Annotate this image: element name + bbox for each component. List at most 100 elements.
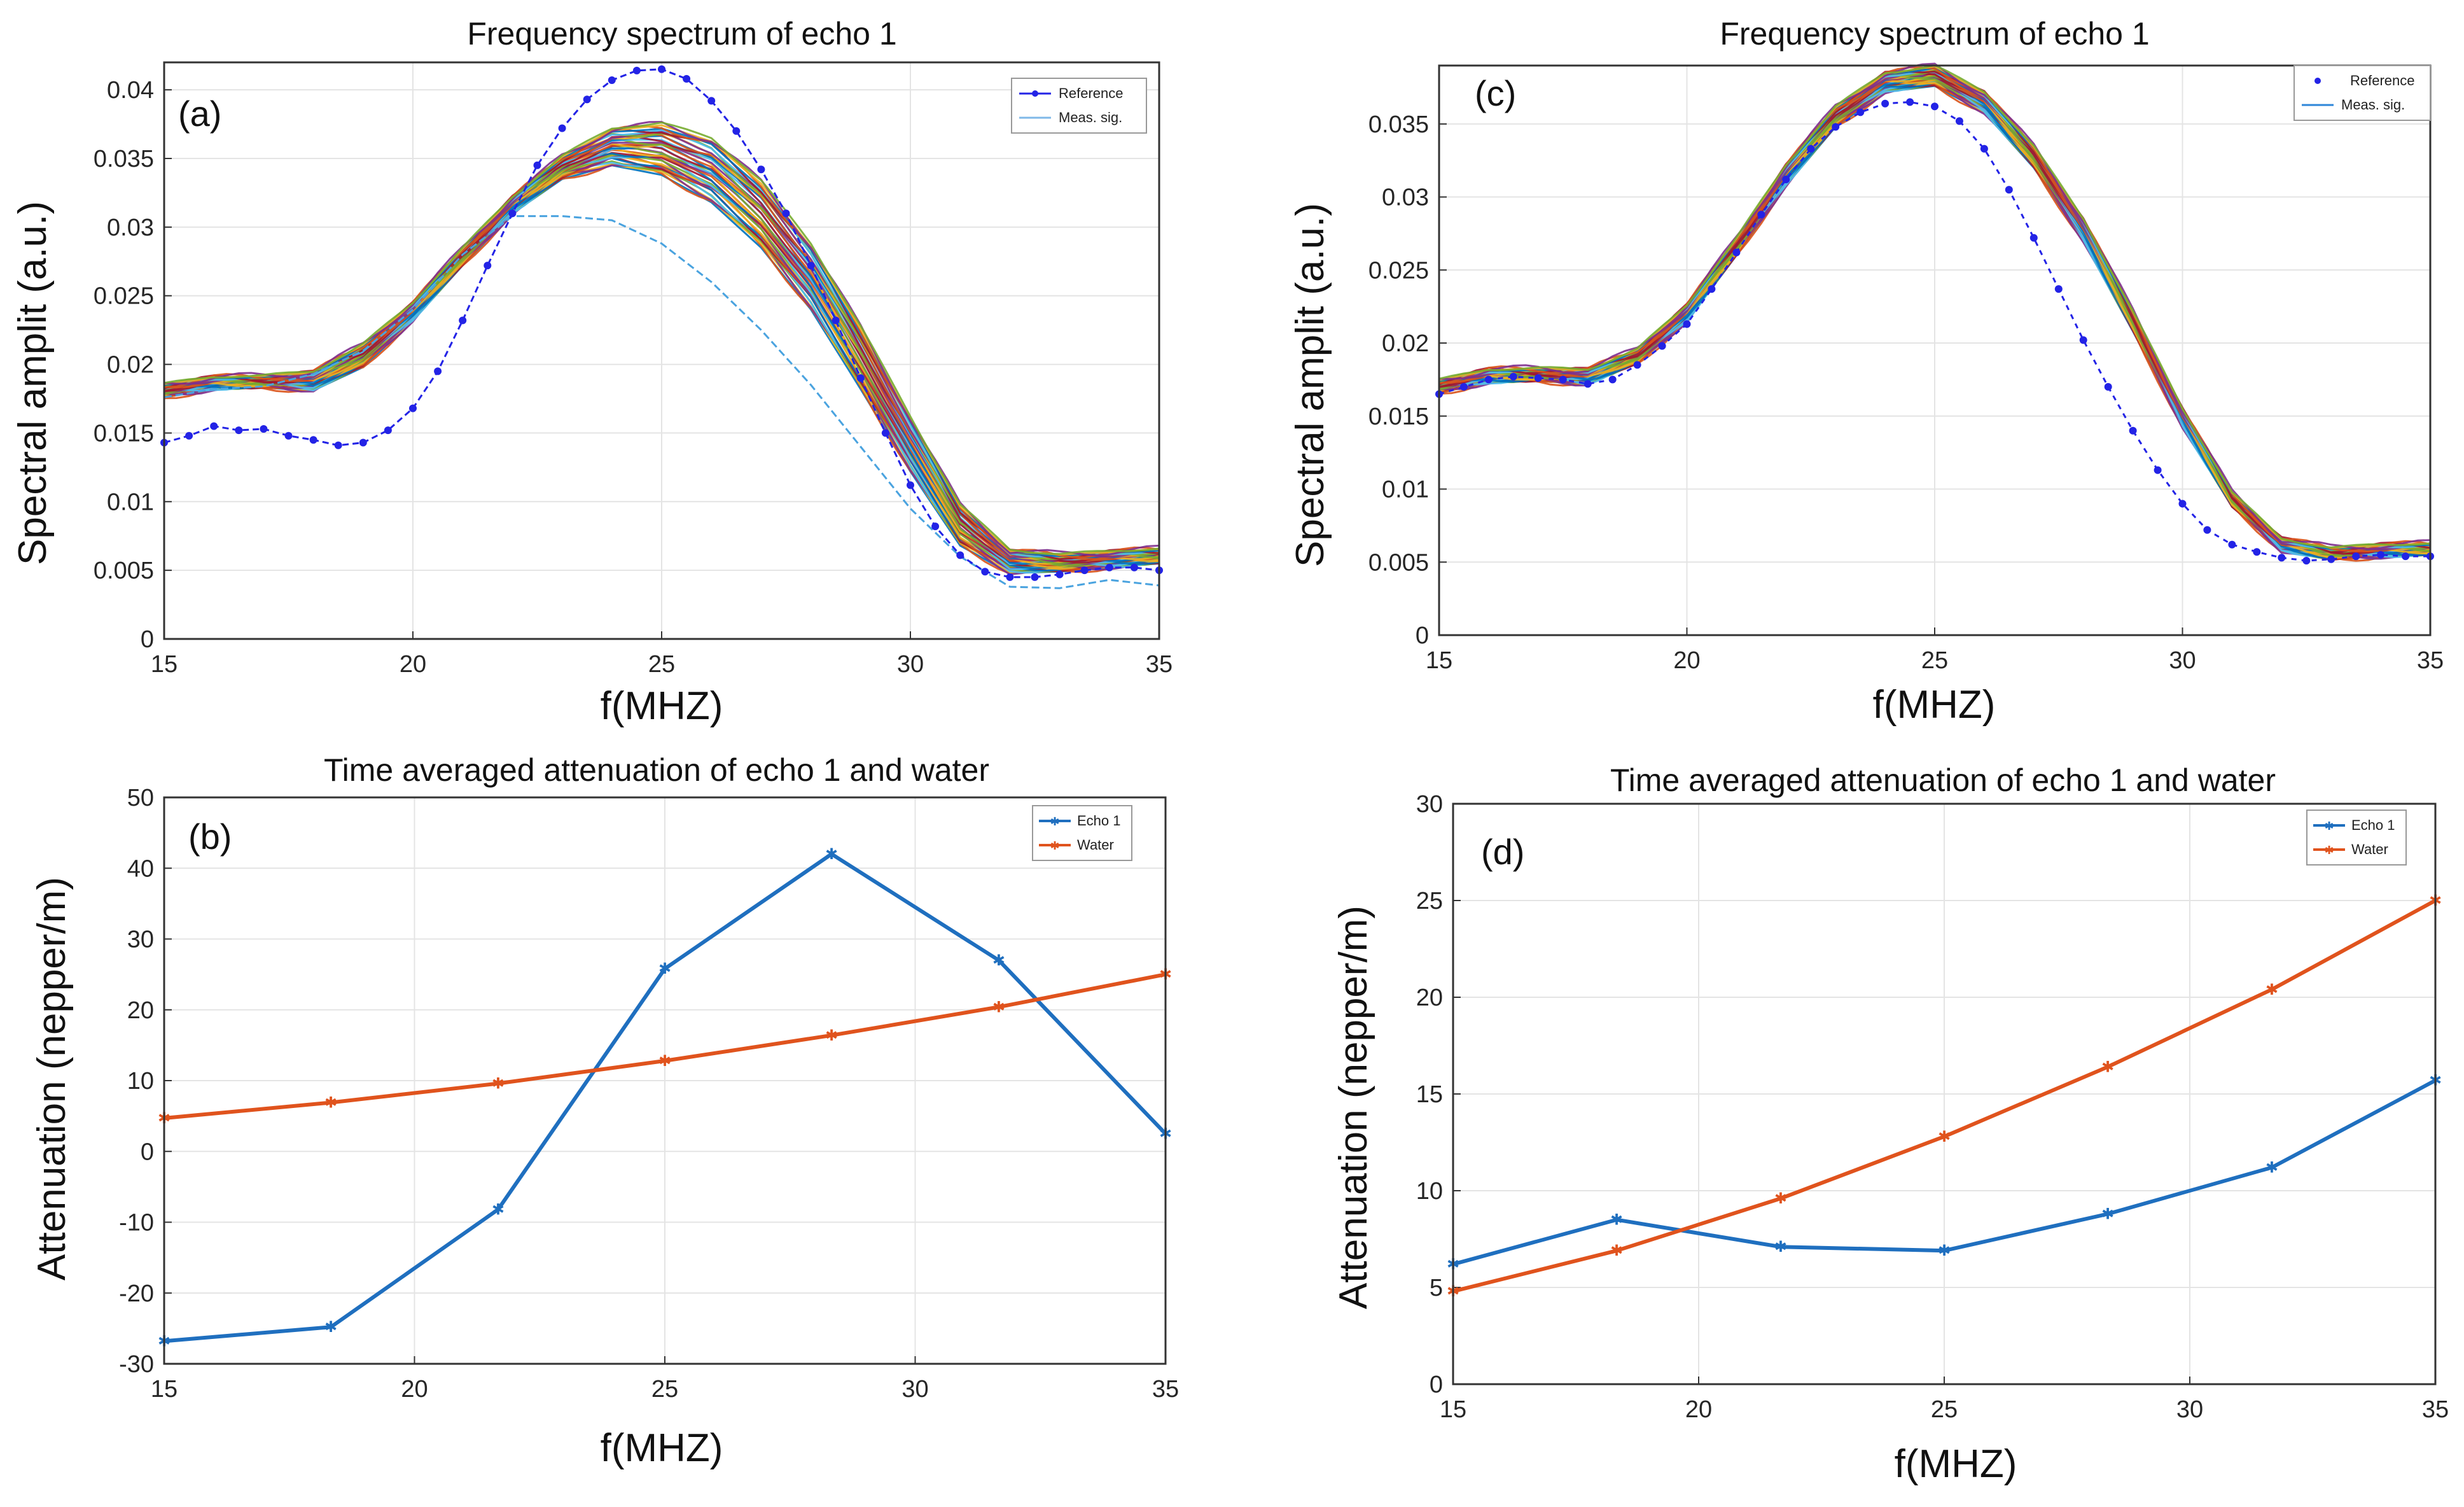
y-axis-label: Attenuation (nepper/m) <box>1332 906 1375 1309</box>
reference-point <box>1732 248 1741 256</box>
y-axis-label: Spectral amplit (a.u.) <box>1288 203 1332 567</box>
legend-item-reference: Reference <box>1059 85 1124 101</box>
reference-point <box>981 568 989 576</box>
axis-ticks: 15 20 25 30 35 0 0.005 0.01 0.015 0.02 0.025 0.03 0.… <box>1368 111 2444 674</box>
series-point: ✱ <box>1774 1190 1787 1207</box>
reference-point <box>1509 372 1517 381</box>
y-tick-label: 0.03 <box>1382 185 1429 211</box>
y-tick-label: 10 <box>1416 1178 1443 1205</box>
y-tick-label: 0.005 <box>1368 549 1429 576</box>
reference-point <box>1080 566 1089 575</box>
series-point: ✱ <box>2266 981 2278 999</box>
reference-point <box>2327 555 2335 563</box>
chart-title: Time averaged attenuation of echo 1 and … <box>324 752 989 788</box>
legend-marker: ✱ <box>2324 844 2334 857</box>
panel-b-attenuation: Time averaged attenuation of echo 1 and … <box>30 752 1179 1470</box>
y-tick-label: 25 <box>1416 888 1443 915</box>
series-point: ✱ <box>992 952 1005 969</box>
plot-frame <box>1438 64 2432 636</box>
grid <box>164 797 1166 1364</box>
x-axis-label: f(MHZ) <box>1873 683 1996 727</box>
y-tick-label: 30 <box>1416 791 1443 818</box>
y-tick-label: 0.04 <box>107 77 154 104</box>
legend-item-measured: Meas. sig. <box>1059 109 1122 125</box>
reference-point <box>1130 563 1138 571</box>
series-point: ✱ <box>492 1076 505 1093</box>
legend-item-echo-1: Echo 1 <box>1077 813 1121 829</box>
chart-title: Time averaged attenuation of echo 1 and … <box>1610 762 2276 798</box>
series-point: ✱ <box>1938 1128 1951 1146</box>
y-tick-label: 20 <box>127 997 154 1024</box>
series-point: ✱ <box>2101 1058 2114 1076</box>
y-axis-label: Attenuation (nepper/m) <box>30 877 74 1280</box>
axis-ticks: 15 20 25 30 35 -30 -20 -10 0 10 20 30 40 50 <box>119 785 1179 1403</box>
x-tick-label: 20 <box>401 1376 428 1403</box>
reference-point <box>409 404 417 412</box>
y-axis-label: Spectral amplit (a.u.) <box>11 201 55 565</box>
reference-point <box>1459 382 1468 391</box>
panel-tag: (d) <box>1481 832 1524 872</box>
legend-marker: ✱ <box>1050 815 1059 828</box>
x-axis-label: f(MHZ) <box>601 1426 723 1470</box>
reference-point <box>632 66 641 74</box>
reference-point <box>2129 426 2137 435</box>
reference-point <box>1980 144 1988 153</box>
reference-point <box>931 522 940 531</box>
series-point: ✱ <box>1610 1212 1623 1229</box>
legend-item-water: Water <box>2351 841 2388 857</box>
y-tick-label: 5 <box>1430 1275 1443 1301</box>
reference-point <box>907 481 914 489</box>
panel-tag: (a) <box>178 94 221 134</box>
reference-point <box>235 426 243 435</box>
x-tick-label: 20 <box>1673 647 1700 674</box>
reference-point <box>956 551 964 559</box>
series-line-echo-1 <box>164 852 1167 1343</box>
x-tick-label: 15 <box>151 651 177 678</box>
reference-point <box>1105 563 1113 571</box>
series-point: ✱ <box>992 999 1005 1016</box>
reference-point <box>1534 374 1542 382</box>
reference-point <box>558 124 566 132</box>
reference-point <box>1006 573 1014 581</box>
plot-frame <box>163 61 1160 640</box>
reference-point <box>1055 570 1064 578</box>
reference-point <box>1658 342 1666 350</box>
reference-point <box>1931 102 1938 111</box>
panel-a-spectrum: Frequency spectrum of echo 1 Spectral am… <box>11 16 1173 728</box>
x-tick-label: 35 <box>2417 647 2444 674</box>
reference-point <box>1708 285 1716 293</box>
plot-frame <box>1452 803 2437 1385</box>
x-tick-label: 30 <box>897 651 924 678</box>
reference-point <box>1856 108 1865 116</box>
x-tick-label: 20 <box>1685 1396 1712 1423</box>
measured-signal-line <box>1438 62 2431 550</box>
reference-point <box>185 431 193 440</box>
reference-point <box>334 441 342 449</box>
reference-point <box>508 209 517 218</box>
x-axis-label: f(MHZ) <box>601 684 723 728</box>
y-tick-label: 0.015 <box>1368 403 1429 430</box>
series-point: ✱ <box>324 1319 337 1336</box>
reference-point <box>1484 375 1493 384</box>
plot-frame <box>163 796 1167 1365</box>
legend: Reference Meas. sig. <box>2293 65 2431 121</box>
reference-point <box>1832 123 1840 131</box>
axis-ticks: 15 20 25 30 35 0 5 10 15 20 25 30 <box>1416 791 2449 1423</box>
axis-ticks: 15 20 25 30 35 0 0.005 0.01 0.015 0.02 0.025 0.03 0.… <box>94 77 1173 678</box>
reference-point <box>2029 234 2038 242</box>
reference-point <box>359 438 367 447</box>
reference-point <box>583 95 591 104</box>
y-tick-label: 0.02 <box>1382 330 1429 357</box>
reference-point <box>2104 382 2112 391</box>
y-tick-label: 10 <box>127 1068 154 1095</box>
reference-point <box>533 161 541 169</box>
panel-tag: (b) <box>188 817 232 857</box>
reference-point <box>658 65 665 73</box>
x-tick-label: 35 <box>1152 1376 1179 1403</box>
x-tick-label: 30 <box>2169 647 2196 674</box>
y-tick-label: 15 <box>1416 1081 1443 1108</box>
y-tick-label: 0 <box>1430 1371 1443 1398</box>
legend-item-reference: Reference <box>2350 73 2415 88</box>
series-point: ✱ <box>2101 1206 2114 1223</box>
